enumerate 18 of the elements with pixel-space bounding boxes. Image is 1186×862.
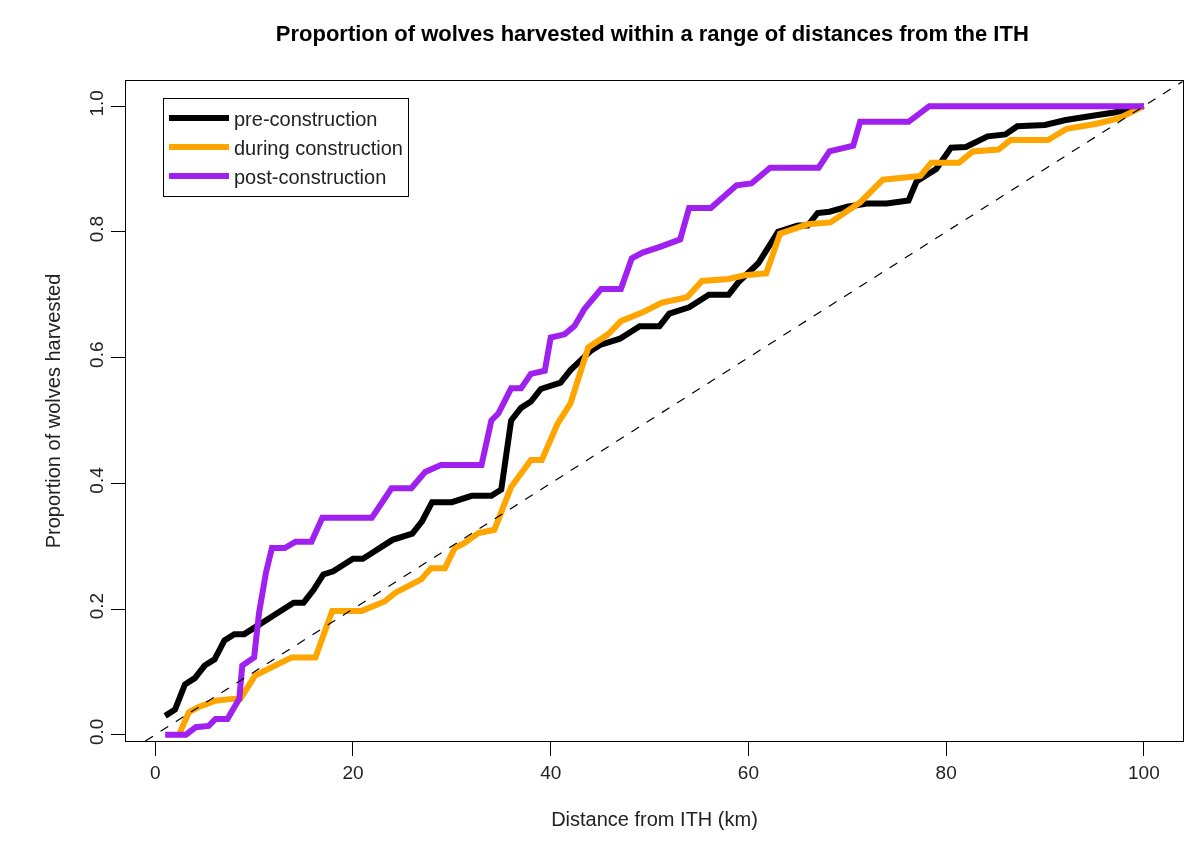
y-tick-label: 0.0: [86, 718, 108, 746]
y-tick-label: 0.2: [86, 592, 108, 620]
y-tick-label: 0.8: [86, 215, 108, 243]
x-tick-label: 100: [1128, 761, 1160, 783]
x-tick-label: 60: [737, 761, 759, 783]
x-tick-label: 40: [540, 761, 562, 783]
y-tick-label: 0.4: [86, 466, 108, 494]
legend-label: post-construction: [233, 165, 387, 188]
x-tick-label: 0: [149, 761, 161, 783]
legend-label: during construction: [233, 136, 403, 159]
legend-label: pre-construction: [233, 107, 378, 130]
x-tick-label: 80: [935, 761, 957, 783]
chart-title: Proportion of wolves harvested within a range of distances from the ITH: [275, 21, 1029, 47]
y-axis-title: Proportion of wolves harvested: [41, 273, 64, 549]
y-tick-label: 1.0: [86, 90, 108, 117]
x-axis-title: Distance from ITH (km): [551, 808, 758, 831]
x-tick-label: 20: [342, 761, 364, 783]
y-tick-label: 0.6: [86, 341, 108, 368]
